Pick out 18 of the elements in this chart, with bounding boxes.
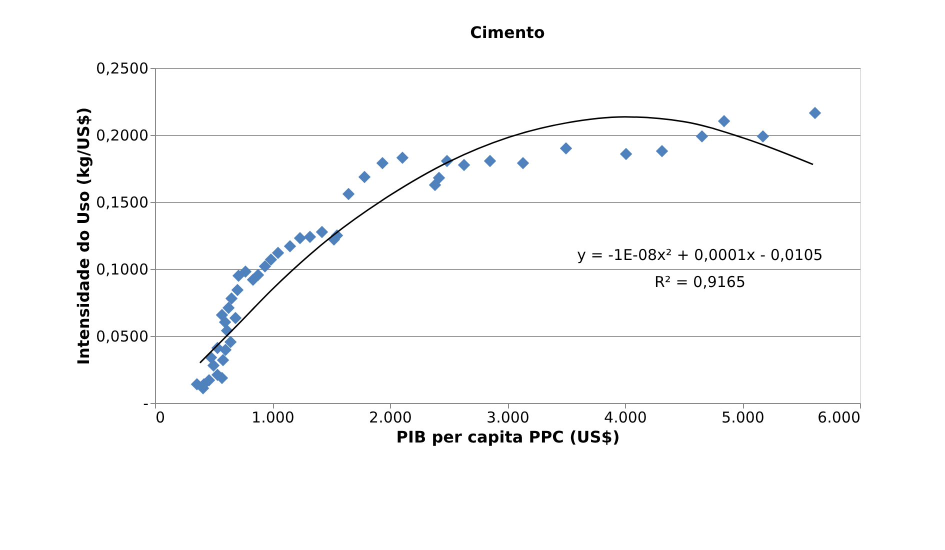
y-tick-label: 0,2000 [96,126,148,144]
chart-title: Cimento [470,23,545,42]
x-axis-title: PIB per capita PPC (US$) [396,428,620,446]
x-tick-label: 1.000 [252,408,294,426]
x-tick-label: 4.000 [604,408,647,426]
x-tick-label: 6.000 [818,408,860,426]
x-tick-label: 2.000 [369,408,412,426]
annotation: R² = 0,9165 [654,273,746,291]
y-tick-label: 0,1500 [96,194,148,212]
y-tick-label: 0,2500 [96,60,148,78]
y-tick-label: 0,1000 [96,260,148,278]
annotation: y = -1E-08x² + 0,0001x - 0,0105 [577,246,823,264]
y-tick-label: - [143,394,148,412]
y-tick-label: 0,0500 [96,328,148,346]
x-tick-label: 5.000 [722,408,764,426]
x-tick-label: 3.000 [486,408,530,426]
y-axis-title: Intensidade do Uso (kg/US$) [74,107,94,365]
x-tick-label: 0 [156,408,166,426]
